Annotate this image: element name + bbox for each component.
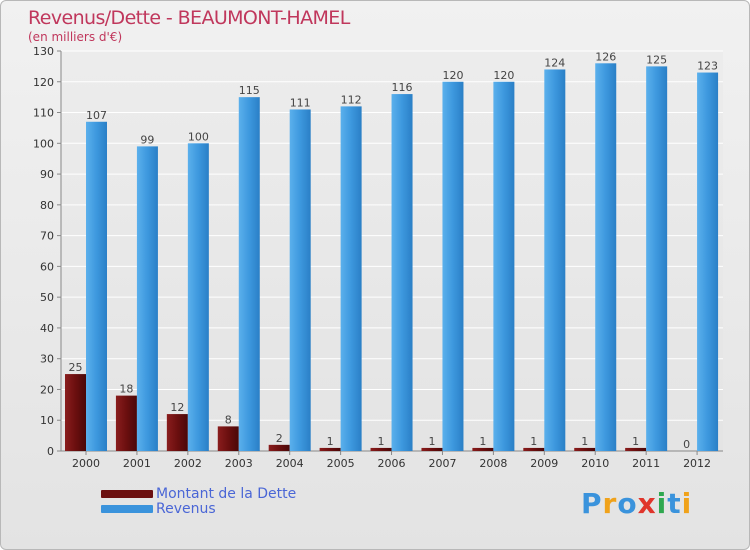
data-label-revenus: 116 (392, 81, 413, 94)
bar-dette (115, 395, 137, 451)
bar-dette (319, 447, 341, 451)
x-tick-label: 2007 (428, 457, 456, 470)
x-tick-label: 2001 (123, 457, 151, 470)
logo-letter: r (602, 487, 618, 520)
logo-letter: P (581, 487, 603, 520)
legend-label-revenus: Revenus (156, 501, 216, 517)
bar-revenus (442, 81, 464, 452)
bar-revenus (595, 63, 617, 452)
data-label-revenus: 125 (646, 53, 667, 66)
chart-title: Revenus/Dette - BEAUMONT-HAMEL (28, 7, 350, 29)
bar-dette (421, 447, 443, 451)
y-tick-label: 40 (40, 322, 54, 335)
y-tick-label: 80 (40, 199, 54, 212)
bar-revenus (493, 81, 515, 452)
data-label-dette: 1 (479, 435, 486, 448)
data-label-revenus: 120 (493, 69, 514, 82)
bar-dette (625, 447, 647, 451)
data-label-dette: 0 (683, 438, 690, 451)
chart-subtitle: (en milliers d'€) (28, 30, 123, 44)
bar-revenus (646, 66, 668, 451)
logo-letter: i (656, 487, 668, 520)
logo-letter: x (637, 487, 657, 520)
data-label-dette: 12 (170, 401, 184, 414)
data-label-revenus: 126 (595, 50, 616, 63)
data-label-dette: 1 (428, 435, 435, 448)
y-tick-label: 130 (33, 45, 54, 58)
y-tick-label: 20 (40, 383, 54, 396)
x-tick-label: 2005 (327, 457, 355, 470)
data-label-dette: 1 (530, 435, 537, 448)
bar-revenus (697, 72, 719, 452)
bar-dette (574, 447, 596, 451)
y-tick-label: 100 (33, 137, 54, 150)
proxiti-logo: Proxiti (581, 487, 692, 520)
bar-dette (370, 447, 392, 451)
x-tick-label: 2008 (479, 457, 507, 470)
bar-revenus (187, 143, 209, 452)
legend-label-dette: Montant de la Dette (156, 486, 297, 502)
bar-revenus (289, 109, 311, 451)
bar-dette (65, 374, 86, 451)
y-tick-label: 60 (40, 260, 54, 273)
logo-letter: i (681, 487, 693, 520)
x-tick-label: 2004 (276, 457, 304, 470)
data-label-revenus: 111 (290, 96, 311, 109)
data-label-revenus: 123 (697, 60, 718, 73)
x-tick-label: 2010 (581, 457, 609, 470)
data-label-dette: 8 (225, 413, 232, 426)
data-label-dette: 1 (581, 435, 588, 448)
data-label-dette: 1 (327, 435, 334, 448)
x-tick-label: 2006 (378, 457, 406, 470)
bar-revenus (544, 69, 566, 451)
y-tick-label: 50 (40, 291, 54, 304)
data-label-dette: 1 (378, 435, 385, 448)
x-tick-label: 2002 (174, 457, 202, 470)
y-tick-label: 0 (47, 445, 54, 458)
bar-dette (166, 414, 188, 451)
x-tick-label: 2009 (530, 457, 558, 470)
bar-revenus (391, 94, 413, 452)
legend-swatch-revenus (101, 505, 153, 513)
bar-revenus (238, 97, 260, 452)
bar-dette (268, 444, 290, 451)
y-tick-label: 110 (33, 107, 54, 120)
data-label-revenus: 115 (239, 84, 260, 97)
bar-revenus (86, 121, 107, 452)
legend-swatch-dette (101, 490, 153, 498)
data-label-revenus: 112 (341, 93, 362, 106)
data-label-dette: 25 (69, 361, 83, 374)
y-tick-label: 30 (40, 353, 54, 366)
bar-revenus (136, 146, 158, 451)
x-tick-label: 2003 (225, 457, 253, 470)
logo-letter: t (667, 487, 682, 520)
bar-dette (472, 447, 494, 451)
data-label-revenus: 124 (544, 56, 565, 69)
data-label-dette: 2 (276, 432, 283, 445)
y-tick-label: 10 (40, 414, 54, 427)
x-tick-label: 2011 (632, 457, 660, 470)
bar-revenus (340, 106, 362, 451)
data-label-dette: 18 (119, 383, 133, 396)
y-tick-label: 90 (40, 168, 54, 181)
data-label-revenus: 120 (442, 69, 463, 82)
x-tick-label: 2000 (72, 457, 100, 470)
data-label-dette: 1 (632, 435, 639, 448)
data-label-revenus: 100 (188, 130, 209, 143)
y-tick-label: 70 (40, 230, 54, 243)
logo-letter: o (617, 487, 638, 520)
bar-dette (217, 426, 239, 451)
x-tick-label: 2012 (683, 457, 711, 470)
data-label-revenus: 99 (140, 133, 154, 146)
data-label-revenus: 107 (86, 109, 107, 122)
y-tick-label: 120 (33, 76, 54, 89)
bar-dette (523, 447, 545, 451)
